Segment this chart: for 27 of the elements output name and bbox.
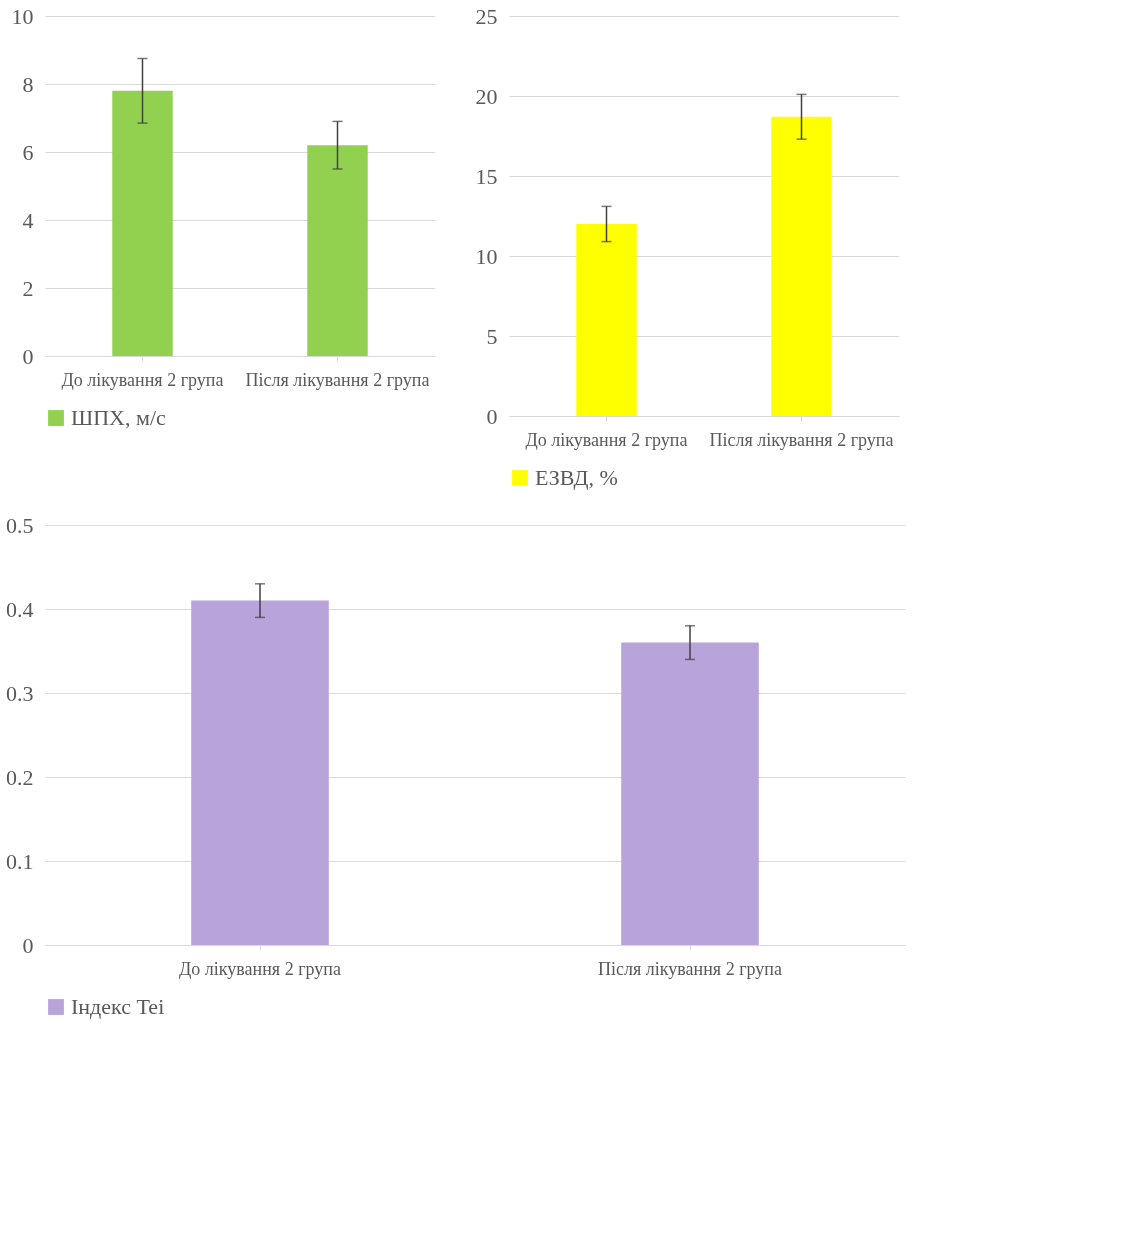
legend-label: ШПХ, м/с	[71, 405, 166, 430]
y-tick-label: 0.5	[6, 512, 34, 538]
y-tick-label: 0	[22, 932, 34, 958]
y-tick-label: 0.1	[6, 848, 34, 874]
y-tick-label: 5	[486, 323, 498, 349]
y-tick-label: 4	[22, 207, 34, 233]
y-tick-label: 10	[11, 3, 34, 29]
y-tick-label: 15	[475, 163, 498, 189]
y-tick-label: 0	[486, 403, 498, 429]
x-tick-label: Після лікування 2 група	[598, 958, 782, 979]
x-tick-label: До лікування 2 група	[179, 958, 341, 979]
legend-label: Індекс Tei	[71, 994, 165, 1019]
y-tick-label: 25	[475, 3, 498, 29]
y-tick-label: 2	[22, 275, 34, 301]
x-tick-label: Після лікування 2 група	[709, 429, 894, 450]
legend-label: ЕЗВД, %	[535, 465, 618, 490]
y-tick-label: 6	[22, 139, 34, 165]
y-tick-label: 0.2	[6, 764, 34, 790]
y-tick-label: 0.3	[6, 680, 34, 706]
y-tick-label: 0	[22, 343, 34, 369]
y-tick-label: 20	[475, 83, 498, 109]
x-tick-label: До лікування 2 група	[61, 369, 224, 390]
y-tick-label: 0.4	[6, 596, 34, 622]
y-tick-label: 10	[475, 243, 498, 269]
x-tick-label: До лікування 2 група	[525, 429, 688, 450]
y-tick-label: 8	[22, 71, 34, 97]
x-tick-label: Після лікування 2 група	[245, 369, 430, 390]
